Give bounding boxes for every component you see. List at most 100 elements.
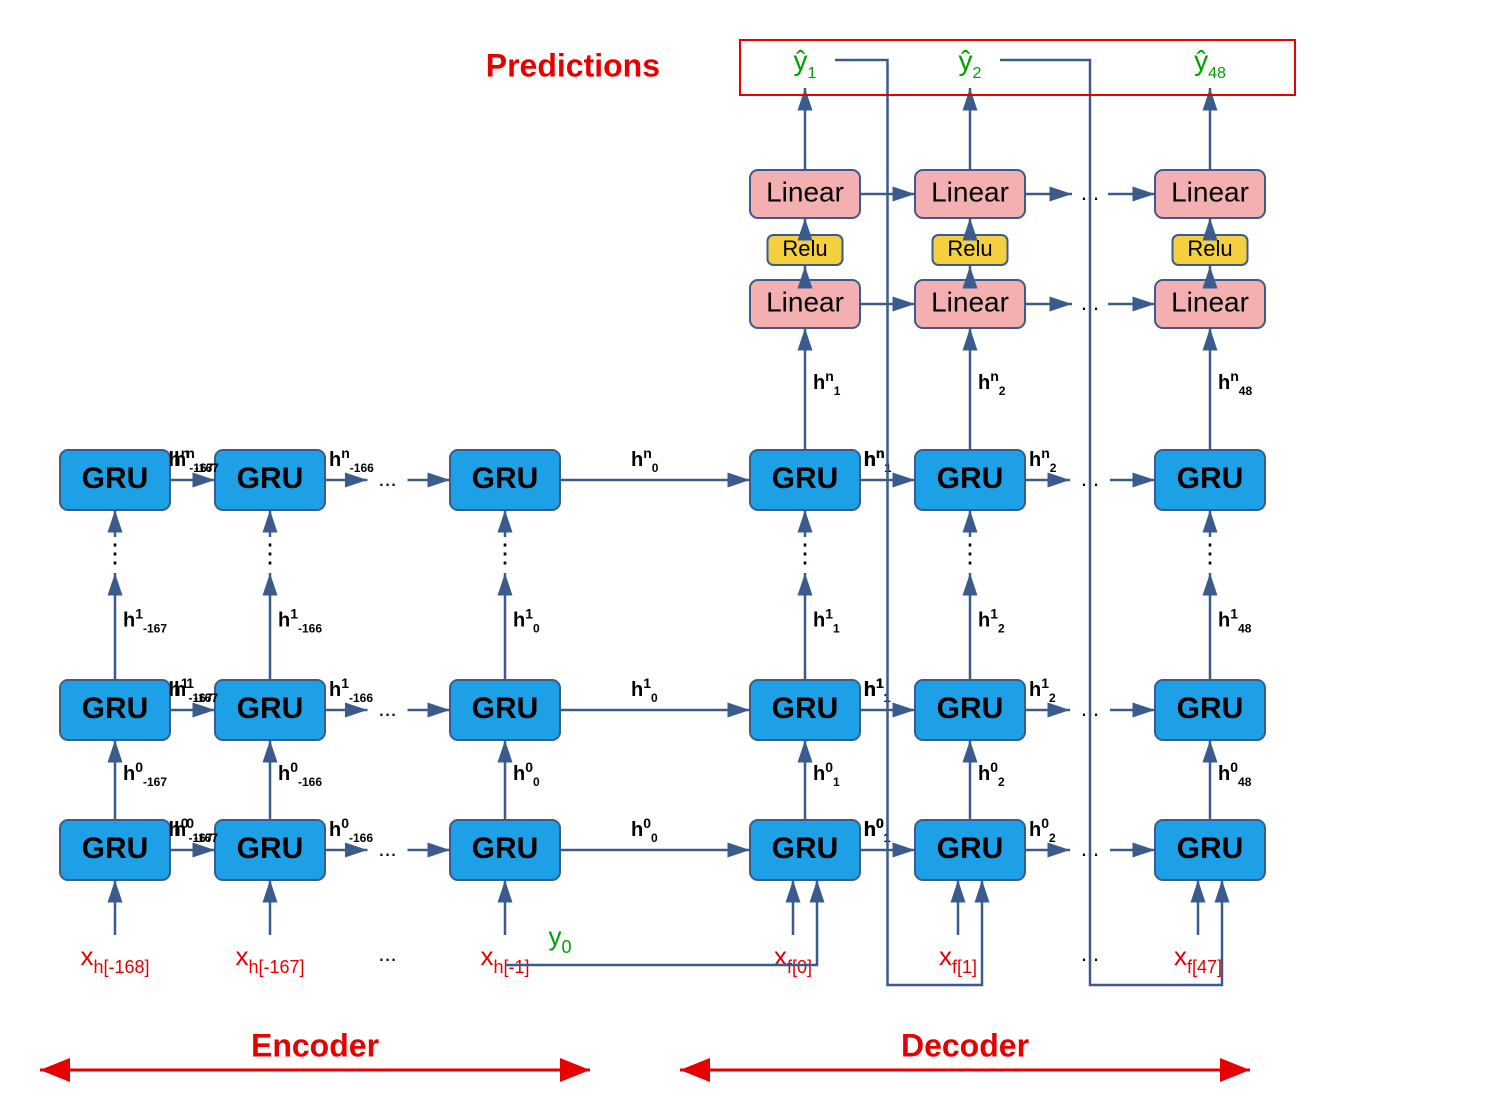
h-label: hn0 (631, 445, 659, 475)
svg-text:GRU: GRU (472, 692, 539, 725)
svg-text:GRU: GRU (237, 462, 304, 495)
svg-text:h00: h00 (513, 759, 540, 789)
h-label: hn2 (978, 368, 1006, 398)
gru-block: GRU (60, 680, 170, 740)
svg-text:GRU: GRU (772, 462, 839, 495)
svg-text:GRU: GRU (472, 832, 539, 865)
linear-block: Linear (915, 170, 1025, 218)
h-label: h1-166 (329, 675, 373, 705)
gru-block: GRU (450, 820, 560, 880)
svg-text:...: ... (378, 466, 396, 491)
svg-text:Relu: Relu (782, 236, 827, 261)
svg-text:hn-167: hn-167 (174, 445, 219, 475)
gru-block: GRU (60, 450, 170, 510)
linear-block: Linear (1155, 280, 1265, 328)
svg-text:h1-167: h1-167 (123, 606, 167, 636)
h-label: h02 (978, 759, 1005, 789)
linear-block: Linear (915, 280, 1025, 328)
svg-text:h10: h10 (631, 675, 658, 705)
svg-text:GRU: GRU (1177, 692, 1244, 725)
h-label: h02 (1029, 815, 1056, 845)
gru-block: GRU (915, 820, 1025, 880)
svg-text:GRU: GRU (237, 832, 304, 865)
svg-text:⋮: ⋮ (957, 538, 983, 568)
gru-block: GRU (750, 450, 860, 510)
h-label: h048 (1218, 759, 1252, 789)
linear-block: Linear (750, 280, 860, 328)
svg-text:h0-167: h0-167 (174, 815, 218, 845)
svg-text:h12: h12 (1029, 675, 1056, 705)
svg-text:⋮: ⋮ (102, 538, 128, 568)
gru-block: GRU (750, 820, 860, 880)
decoder-label: Decoder (901, 1027, 1029, 1063)
svg-text:xh[-168]: xh[-168] (80, 941, 149, 977)
relu-block: Relu (933, 235, 1008, 265)
h-label: h1-167 (123, 606, 167, 636)
svg-text:h1-166: h1-166 (329, 675, 373, 705)
x-input-label: xf[0] (774, 941, 812, 977)
svg-text:...: ... (378, 696, 396, 721)
h-label: h1-167 (174, 675, 218, 705)
h-label: hn2 (1029, 445, 1057, 475)
svg-text:xf[0]: xf[0] (774, 941, 812, 977)
svg-text:...: ... (378, 836, 396, 861)
svg-text:Linear: Linear (931, 176, 1009, 207)
svg-text:GRU: GRU (472, 462, 539, 495)
h-label: h148 (1218, 606, 1252, 636)
h-label: h11 (813, 606, 840, 636)
svg-text:GRU: GRU (1177, 462, 1244, 495)
svg-text:GRU: GRU (82, 832, 149, 865)
gru-block: GRU (915, 680, 1025, 740)
svg-text:GRU: GRU (937, 692, 1004, 725)
svg-text:h0-166: h0-166 (278, 759, 322, 789)
svg-text:Linear: Linear (931, 286, 1009, 317)
svg-text:hn2: hn2 (1029, 445, 1057, 475)
h-label: h01 (813, 759, 840, 789)
h-label: h10 (513, 606, 540, 636)
x-input-label: xh[-1] (480, 941, 529, 977)
svg-text:h0-166: h0-166 (329, 815, 373, 845)
x-input-label: xh[-167] (235, 941, 304, 977)
gru-block: GRU (60, 820, 170, 880)
relu-block: Relu (768, 235, 843, 265)
h-label: h10 (631, 675, 658, 705)
h-label: h12 (1029, 675, 1056, 705)
yhat-label: ŷ48 (1194, 45, 1226, 82)
yhat-label: ŷ1 (794, 45, 817, 82)
svg-text:h11: h11 (813, 606, 840, 636)
linear-block: Linear (750, 170, 860, 218)
svg-text:h10: h10 (513, 606, 540, 636)
svg-text:Relu: Relu (1187, 236, 1232, 261)
gru-block: GRU (215, 680, 325, 740)
gru-block: GRU (1155, 820, 1265, 880)
h-label: hn-166 (329, 445, 374, 475)
svg-text:hn2: hn2 (978, 368, 1006, 398)
svg-text:...: ... (378, 941, 396, 966)
svg-text:GRU: GRU (937, 832, 1004, 865)
h-label: h00 (631, 815, 658, 845)
y0-label: y0 (548, 921, 571, 957)
svg-text:xf[1]: xf[1] (939, 941, 977, 977)
svg-text:xh[-167]: xh[-167] (235, 941, 304, 977)
predictions-label: Predictions (486, 47, 660, 83)
h-label: h0-167 (174, 815, 218, 845)
svg-text:GRU: GRU (82, 692, 149, 725)
h-label: h1-166 (278, 606, 322, 636)
svg-text:hn48: hn48 (1218, 368, 1252, 398)
svg-text:h01: h01 (813, 759, 840, 789)
relu-block: Relu (1173, 235, 1248, 265)
gru-block: GRU (1155, 450, 1265, 510)
svg-text:Linear: Linear (766, 286, 844, 317)
x-input-label: xh[-168] (80, 941, 149, 977)
svg-text:h02: h02 (1029, 815, 1056, 845)
h-label: hn1 (813, 368, 841, 398)
svg-text:h0-167: h0-167 (123, 759, 167, 789)
svg-text:h00: h00 (631, 815, 658, 845)
svg-text:GRU: GRU (82, 462, 149, 495)
svg-text:hn-166: hn-166 (329, 445, 374, 475)
gru-block: GRU (450, 450, 560, 510)
svg-text:h1-167: h1-167 (174, 675, 218, 705)
encoder-label: Encoder (251, 1027, 379, 1063)
svg-text:⋮: ⋮ (492, 538, 518, 568)
yhat-label: ŷ2 (959, 45, 982, 82)
